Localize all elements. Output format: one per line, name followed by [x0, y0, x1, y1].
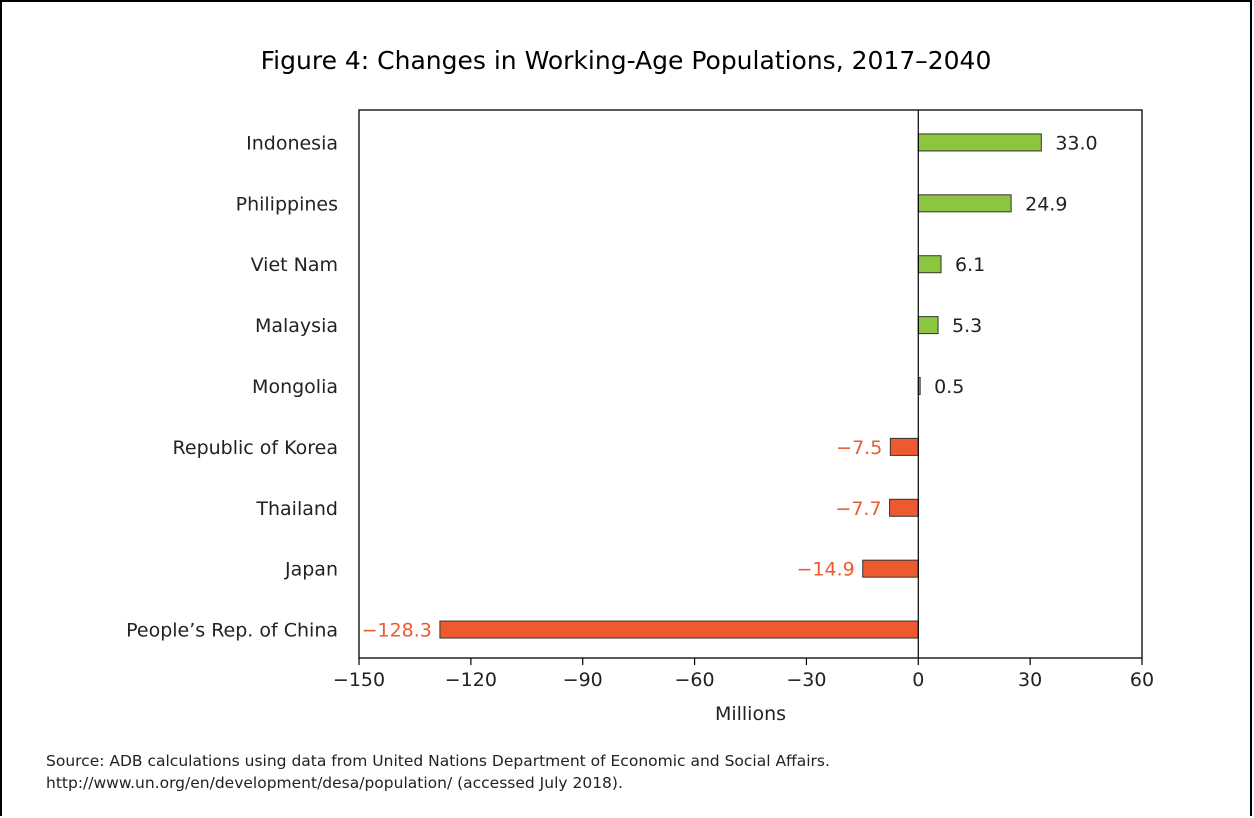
- source-line-1: Source: ADB calculations using data from…: [46, 752, 830, 770]
- source-note: Source: ADB calculations using data from…: [46, 750, 830, 794]
- x-tick-label-7: 60: [1130, 669, 1154, 691]
- x-tick-label-1: −120: [445, 669, 497, 691]
- x-tick-label-0: −150: [333, 669, 385, 691]
- bar-7: [862, 559, 919, 578]
- x-tick-label-3: −60: [675, 669, 715, 691]
- value-label-7: −14.9: [796, 559, 854, 581]
- category-label-1: Philippines: [236, 193, 338, 215]
- bar-3: [917, 316, 939, 335]
- category-label-5: Republic of Korea: [173, 437, 338, 459]
- value-label-1: 24.9: [1025, 193, 1067, 215]
- bar-6: [889, 498, 919, 517]
- category-label-3: Malaysia: [255, 315, 338, 337]
- source-url: http://www.un.org/en/development/desa/po…: [46, 774, 623, 792]
- bar-2: [917, 255, 942, 274]
- bar-5: [889, 437, 919, 456]
- category-label-0: Indonesia: [246, 132, 338, 154]
- x-tick-label-5: 0: [912, 669, 924, 691]
- category-label-2: Viet Nam: [251, 254, 338, 276]
- value-label-2: 6.1: [955, 254, 985, 276]
- value-label-6: −7.7: [835, 498, 881, 520]
- bar-0: [917, 133, 1042, 152]
- x-tick-label-4: −30: [786, 669, 826, 691]
- category-label-8: People’s Rep. of China: [126, 620, 338, 642]
- value-label-8: −128.3: [362, 620, 432, 642]
- value-label-4: 0.5: [934, 376, 964, 398]
- bar-1: [917, 194, 1012, 213]
- chart-title: Figure 4: Changes in Working-Age Populat…: [260, 46, 992, 75]
- category-label-6: Thailand: [255, 498, 338, 520]
- x-tick-label-6: 30: [1018, 669, 1042, 691]
- value-label-3: 5.3: [952, 315, 982, 337]
- plot-frame: [358, 109, 1143, 659]
- x-axis-label: Millions: [715, 703, 786, 725]
- value-label-0: 33.0: [1055, 132, 1097, 154]
- x-tick-label-2: −90: [563, 669, 603, 691]
- value-label-5: −7.5: [836, 437, 882, 459]
- category-label-4: Mongolia: [252, 376, 338, 398]
- category-label-7: Japan: [284, 559, 338, 581]
- bar-8: [439, 620, 919, 639]
